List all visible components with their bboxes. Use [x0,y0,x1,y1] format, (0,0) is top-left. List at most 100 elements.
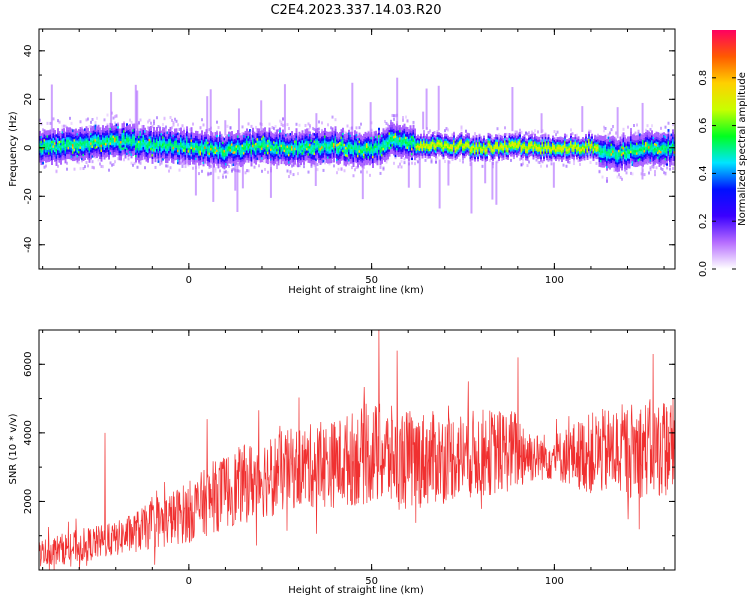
heatmap-cell [214,156,217,159]
heatmap-halo-cell [244,171,247,175]
heatmap-cell [358,150,361,153]
heatmap-cell [387,141,389,145]
heatmap-cell [226,156,229,159]
heatmap-cell [231,148,233,151]
heatmap-cell [303,147,305,151]
heatmap-cell [294,133,296,136]
heatmap-cell [141,157,143,161]
heatmap-cell [240,154,242,158]
heatmap-cell [127,129,130,133]
heatmap-cell [61,135,64,139]
heatmap-halo-cell [490,134,493,138]
heatmap-cell [187,150,190,153]
heatmap-cell [61,128,64,132]
heatmap-cell [384,130,386,133]
heatmap-cell [250,161,253,165]
heatmap-halo-cell [351,166,353,170]
heatmap-cell [306,135,308,139]
heatmap-cell [229,151,232,155]
heatmap-halo-cell [480,136,482,140]
heatmap-halo-cell [183,161,185,165]
heatmap-cell [180,149,182,152]
heatmap-cell [442,137,445,140]
heatmap-cell [424,143,427,146]
heatmap-cell [225,150,227,154]
heatmap-cell [46,135,49,138]
heatmap-cell [129,153,131,156]
heatmap-cell [459,145,461,149]
heatmap-cell [325,133,328,137]
heatmap-cell [268,132,271,135]
heatmap-cell [154,132,157,136]
heatmap-halo-cell [171,118,173,122]
heatmap-cell [342,132,344,136]
heatmap-cell [163,149,166,152]
heatmap-cell [357,162,359,165]
heatmap-cell [274,141,277,145]
heatmap-cell [354,137,356,141]
heatmap-cell [42,152,44,155]
heatmap-cell [321,141,323,144]
heatmap-cell [91,128,94,132]
heatmap-cell [252,137,254,141]
heatmap-cell [399,129,401,133]
heatmap-cell [303,162,305,165]
heatmap-cell [226,148,229,152]
heatmap-cell [216,149,218,152]
heatmap-cell [79,136,82,140]
heatmap-cell [285,133,287,137]
heatmap-cell [357,157,359,160]
heatmap-cell [201,142,203,146]
heatmap-cell [238,149,241,153]
heatmap-cell [295,150,298,153]
heatmap-cell [144,132,146,136]
heatmap-cell [67,151,70,155]
heatmap-cell [187,142,190,146]
heatmap-cell [228,150,230,154]
heatmap-cell [331,129,334,133]
heatmap-cell [408,136,410,139]
heatmap-cell [153,139,155,142]
heatmap-cell [397,137,400,140]
heatmap-halo-cell [430,158,433,162]
heatmap-cell [376,155,379,158]
heatmap-cell [118,128,121,132]
heatmap-cell [52,130,55,134]
heatmap-cell [57,130,59,134]
heatmap-cell [315,148,317,152]
heatmap-cell [46,142,49,145]
heatmap-cell [139,147,142,151]
heatmap-cell [57,137,59,141]
heatmap-cell [91,126,94,129]
heatmap-cell [154,154,157,158]
heatmap-cell [399,144,401,147]
heatmap-cell [177,161,179,165]
heatmap-cell [78,141,80,144]
heatmap-cell [288,148,290,152]
heatmap-cell [355,158,358,161]
heatmap-cell [508,142,511,146]
heatmap-cell [205,134,208,137]
heatmap-cell [304,131,307,135]
heatmap-cell [306,147,308,151]
heatmap-cell [160,132,163,136]
heatmap-cell [289,145,292,148]
heatmap-cell [474,151,476,155]
heatmap-cell [49,156,52,159]
heatmap-cell [243,151,245,155]
heatmap-cell [439,142,442,146]
heatmap-cell [130,133,133,137]
heatmap-cell [477,151,479,155]
heatmap-cell [82,148,85,152]
heatmap-cell [229,134,232,138]
heatmap-cell [516,135,518,138]
heatmap-cell [388,154,391,157]
heatmap-cell [423,133,425,136]
heatmap-cell [54,142,56,145]
heatmap-cell [117,130,119,134]
heatmap-cell [102,149,104,152]
heatmap-cell [313,145,316,148]
heatmap-cell [280,132,283,135]
heatmap-cell [181,147,184,151]
heatmap-cell [463,155,466,159]
